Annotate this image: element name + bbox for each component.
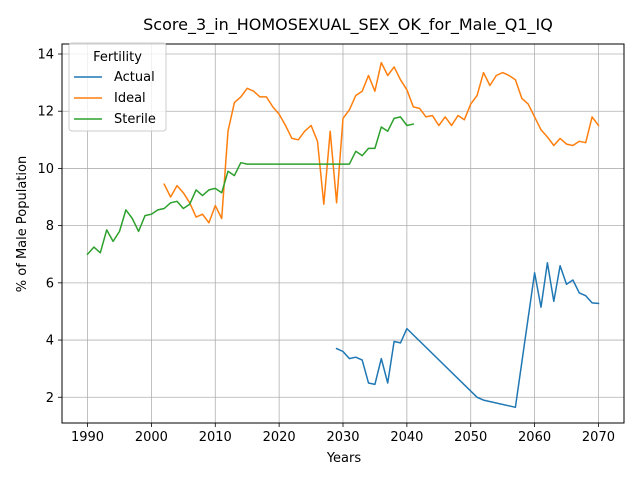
y-tick-label: 6 bbox=[46, 276, 54, 291]
legend-label-ideal: Ideal bbox=[114, 91, 146, 106]
legend-label-actual: Actual bbox=[114, 70, 155, 85]
x-tick-label: 1990 bbox=[71, 430, 104, 445]
x-tick-label: 2070 bbox=[582, 430, 615, 445]
y-tick-label: 10 bbox=[37, 162, 54, 177]
x-tick-label: 2050 bbox=[454, 430, 487, 445]
x-tick-label: 2020 bbox=[263, 430, 296, 445]
legend-box bbox=[68, 42, 167, 132]
legend-label-sterile: Sterile bbox=[114, 112, 156, 127]
chart-title: Score_3_in_HOMOSEXUAL_SEX_OK_for_Male_Q1… bbox=[143, 15, 553, 35]
y-axis: 2 4 6 8 10 12 14 bbox=[37, 48, 62, 406]
x-tick-label: 2030 bbox=[326, 430, 359, 445]
x-tick-label: 2010 bbox=[199, 430, 232, 445]
series-line-ideal bbox=[163, 61, 600, 224]
y-tick-label: 4 bbox=[46, 334, 54, 349]
legend: Fertility Actual Ideal Sterile bbox=[68, 42, 167, 132]
y-tick-label: 14 bbox=[37, 48, 54, 63]
y-tick-label: 2 bbox=[46, 391, 54, 406]
x-tick-label: 2060 bbox=[518, 430, 551, 445]
y-tick-label: 12 bbox=[37, 105, 54, 120]
x-tick-label: 2040 bbox=[390, 430, 423, 445]
series-line-sterile bbox=[86, 116, 415, 256]
legend-title: Fertility bbox=[93, 50, 142, 65]
y-axis-label: % of Male Population bbox=[15, 156, 30, 292]
series-line-actual bbox=[335, 262, 600, 409]
gridlines bbox=[62, 44, 624, 423]
y-tick-label: 8 bbox=[46, 219, 54, 234]
x-tick-label: 2000 bbox=[135, 430, 168, 445]
series-lines bbox=[86, 61, 600, 409]
x-axis: 1990 2000 2010 2020 2030 2040 2050 2060 2070 bbox=[71, 423, 615, 445]
x-axis-label: Years bbox=[326, 451, 362, 466]
